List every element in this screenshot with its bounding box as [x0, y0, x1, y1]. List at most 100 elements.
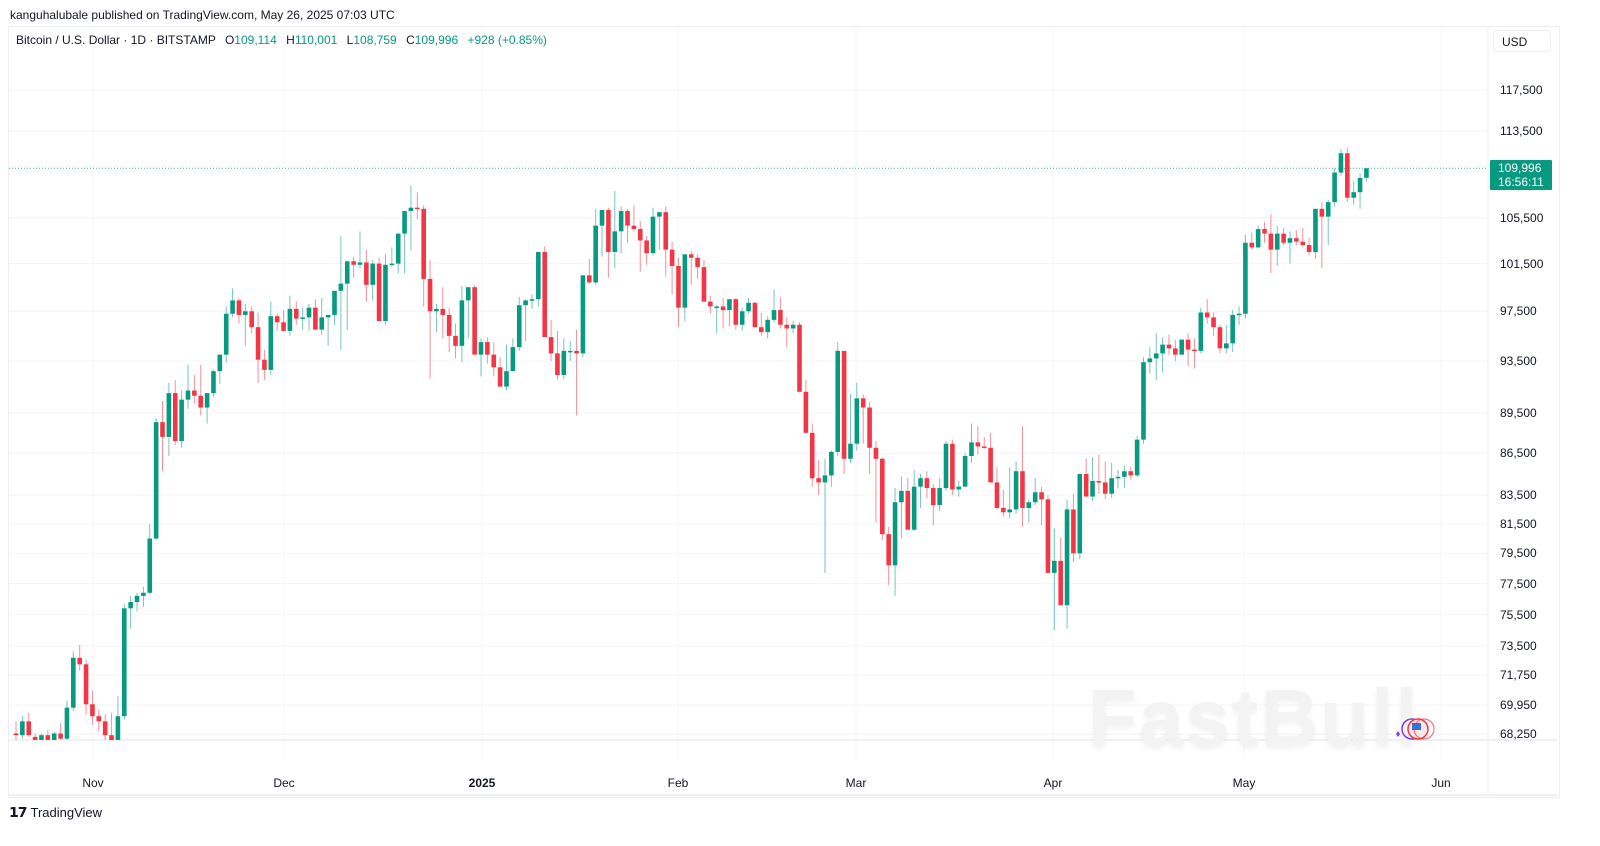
- bar-countdown: 16:56:11: [1498, 175, 1544, 189]
- candle: [631, 225, 637, 230]
- time-tick: 2025: [468, 776, 496, 790]
- tradingview-logo-icon: 𝟭𝟳: [9, 804, 28, 820]
- price-tick: 83,500: [1500, 488, 1537, 503]
- watermark-globe-icon: [1396, 718, 1435, 740]
- candle: [274, 316, 280, 323]
- candle: [790, 324, 796, 329]
- candle: [1153, 353, 1159, 359]
- candle: [854, 398, 860, 444]
- price-tick: 71,750: [1500, 667, 1537, 682]
- time-tick: Dec: [273, 776, 295, 790]
- candle: [822, 475, 828, 483]
- candle: [727, 299, 732, 311]
- candle: [981, 446, 987, 448]
- candle: [599, 209, 605, 226]
- candle: [39, 735, 44, 740]
- price-tick: 69,950: [1500, 698, 1537, 713]
- candle: [1166, 344, 1172, 349]
- time-tick: Jun: [1431, 776, 1451, 790]
- candle: [867, 407, 872, 448]
- candle: [1287, 238, 1293, 243]
- last-price-value: 109,996: [1498, 161, 1542, 175]
- low-value: 108,759: [353, 33, 397, 47]
- candle: [96, 716, 102, 722]
- price-tick: 105,500: [1500, 210, 1544, 225]
- candle: [1319, 208, 1325, 217]
- candle: [1294, 238, 1299, 242]
- candle: [860, 398, 866, 408]
- candle: [1134, 439, 1140, 476]
- price-tick: 93,500: [1500, 353, 1537, 368]
- candle: [516, 305, 522, 348]
- candle: [937, 488, 942, 506]
- candle: [83, 664, 89, 705]
- candle: [1249, 242, 1255, 248]
- candle: [383, 264, 388, 322]
- candle: [325, 314, 331, 318]
- candle: [491, 354, 497, 368]
- candle: [128, 602, 133, 609]
- candle: [1325, 202, 1331, 217]
- candle: [306, 307, 312, 318]
- candle: [1058, 560, 1063, 606]
- candle: [1198, 312, 1204, 351]
- candle: [873, 447, 879, 459]
- candle: [357, 262, 363, 265]
- candle: [255, 327, 261, 360]
- candle: [510, 347, 516, 372]
- candle: [657, 212, 662, 217]
- candle: [778, 310, 783, 325]
- candle: [714, 306, 719, 308]
- candle: [784, 324, 790, 329]
- candle: [880, 458, 885, 535]
- candle: [1045, 499, 1051, 573]
- candle: [198, 395, 204, 408]
- candle: [262, 359, 267, 370]
- low-label: L: [346, 33, 354, 47]
- price-tick: 73,500: [1500, 639, 1537, 654]
- candle: [13, 733, 19, 736]
- candle: [758, 327, 764, 333]
- candle: [816, 478, 821, 483]
- candle: [58, 733, 63, 739]
- price-tick: 79,500: [1500, 546, 1537, 561]
- candle: [45, 735, 51, 740]
- candle: [1217, 327, 1223, 349]
- chart-frame: [8, 26, 1560, 798]
- candle: [32, 736, 38, 740]
- candle: [440, 308, 446, 315]
- candle: [332, 290, 337, 315]
- candle: [943, 443, 949, 489]
- price-tick: 77,500: [1500, 576, 1537, 591]
- candle: [504, 371, 509, 387]
- candle: [1128, 471, 1134, 476]
- candle: [612, 231, 618, 252]
- candle: [1020, 471, 1025, 508]
- symbol-title: Bitcoin / U.S. Dollar · 1D · BITSTAMP: [16, 33, 216, 47]
- candle: [1281, 233, 1286, 243]
- candle: [20, 721, 25, 736]
- symbol-legend: Bitcoin / U.S. Dollar · 1D · BITSTAMP O1…: [16, 33, 547, 47]
- candle: [803, 391, 809, 433]
- candle: [300, 317, 305, 319]
- candle: [1236, 313, 1242, 316]
- candle: [472, 287, 477, 355]
- candle: [676, 265, 681, 308]
- candle: [434, 308, 439, 312]
- tradingview-brand[interactable]: 𝟭𝟳 TradingView: [9, 804, 102, 821]
- candle: [1179, 339, 1185, 355]
- candle: [344, 261, 350, 284]
- candle: [1147, 358, 1153, 363]
- candle: [395, 233, 401, 264]
- candle: [542, 251, 548, 338]
- price-tick: 75,500: [1500, 607, 1537, 622]
- candle: [185, 390, 191, 400]
- candle: [102, 721, 108, 736]
- price-tick: 86,500: [1500, 446, 1537, 461]
- candle: [249, 311, 254, 328]
- candle: [574, 350, 579, 354]
- currency-button[interactable]: USD: [1493, 30, 1551, 52]
- candle: [567, 350, 573, 353]
- candle: [746, 302, 751, 312]
